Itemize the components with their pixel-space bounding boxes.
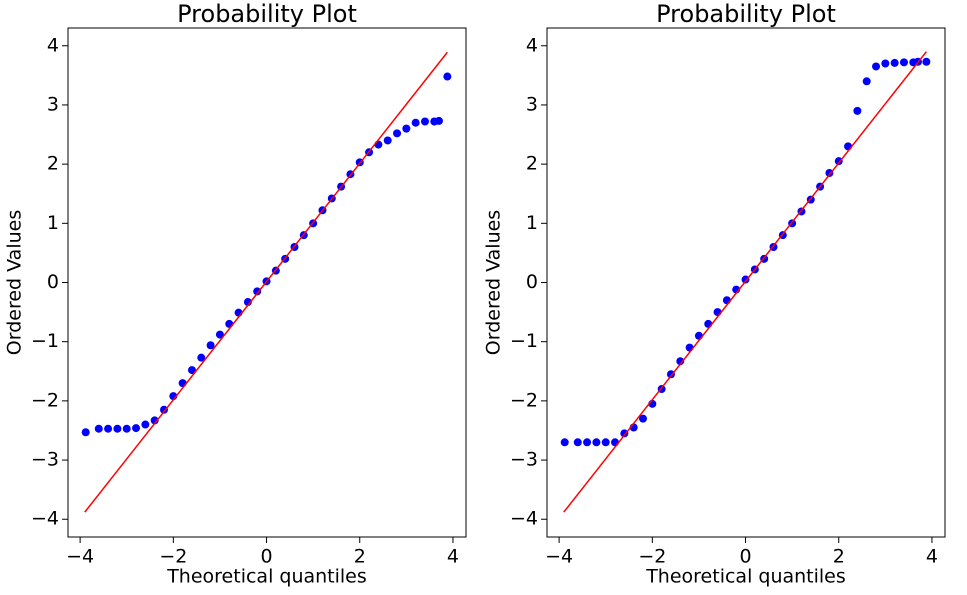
y-tick-label: −4 bbox=[31, 508, 59, 530]
point bbox=[383, 136, 392, 145]
x-axis-label: Theoretical quantiles bbox=[166, 566, 367, 588]
chart-title: Probability Plot bbox=[656, 0, 836, 28]
point bbox=[676, 357, 685, 366]
point bbox=[834, 157, 843, 166]
point bbox=[881, 59, 890, 68]
x-tick-label: 2 bbox=[354, 546, 366, 568]
y-axis-label: Ordered Values bbox=[483, 210, 505, 355]
point bbox=[393, 129, 402, 138]
point bbox=[592, 438, 601, 447]
x-axis-label: Theoretical quantiles bbox=[645, 566, 846, 588]
point bbox=[243, 298, 252, 307]
y-tick-label: 3 bbox=[47, 93, 59, 115]
x-tick-label: 2 bbox=[833, 546, 845, 568]
y-tick-label: −4 bbox=[510, 508, 538, 530]
x-tick-label: −4 bbox=[66, 546, 94, 568]
point bbox=[573, 438, 582, 447]
point bbox=[132, 424, 141, 433]
y-tick-label: 3 bbox=[526, 93, 538, 115]
point bbox=[206, 341, 215, 350]
point bbox=[601, 438, 610, 447]
point bbox=[922, 57, 931, 66]
point bbox=[411, 118, 420, 127]
point bbox=[666, 370, 675, 379]
point bbox=[104, 424, 113, 433]
x-tick-label: 0 bbox=[739, 546, 751, 568]
point bbox=[899, 58, 908, 67]
y-tick-label: 4 bbox=[526, 34, 538, 56]
point bbox=[420, 117, 429, 126]
y-tick-label: −1 bbox=[31, 330, 59, 352]
y-tick-label: 0 bbox=[526, 271, 538, 293]
point bbox=[443, 72, 452, 81]
y-tick-label: 1 bbox=[526, 212, 538, 234]
point bbox=[872, 62, 881, 71]
y-tick-label: 2 bbox=[526, 153, 538, 175]
point bbox=[639, 414, 648, 423]
y-tick-label: −2 bbox=[31, 389, 59, 411]
x-tick-label: 4 bbox=[447, 546, 459, 568]
point bbox=[890, 58, 899, 67]
x-tick-label: −2 bbox=[159, 546, 187, 568]
x-tick-label: −4 bbox=[545, 546, 573, 568]
point bbox=[215, 330, 224, 339]
point bbox=[197, 353, 206, 362]
chart-title: Probability Plot bbox=[177, 0, 357, 28]
point bbox=[187, 366, 196, 375]
y-tick-label: 2 bbox=[47, 153, 59, 175]
y-tick-label: 0 bbox=[47, 271, 59, 293]
y-tick-label: 4 bbox=[47, 34, 59, 56]
y-tick-label: −3 bbox=[31, 449, 59, 471]
x-tick-label: 0 bbox=[260, 546, 272, 568]
point bbox=[402, 124, 411, 133]
point bbox=[825, 169, 834, 178]
point bbox=[150, 416, 159, 425]
point bbox=[741, 275, 750, 284]
y-tick-label: 1 bbox=[47, 212, 59, 234]
x-tick-label: −2 bbox=[638, 546, 666, 568]
point bbox=[178, 379, 187, 388]
y-tick-label: −1 bbox=[510, 330, 538, 352]
point bbox=[141, 420, 150, 429]
point bbox=[374, 140, 383, 149]
point bbox=[560, 438, 569, 447]
point bbox=[862, 77, 871, 86]
point bbox=[122, 424, 131, 433]
y-tick-label: −3 bbox=[510, 449, 538, 471]
y-axis-label: Ordered Values bbox=[4, 210, 26, 355]
x-tick-label: 4 bbox=[926, 546, 938, 568]
point bbox=[113, 424, 122, 433]
point bbox=[853, 106, 862, 115]
point bbox=[583, 438, 592, 447]
point bbox=[620, 429, 629, 438]
point bbox=[434, 116, 443, 125]
fit-line bbox=[563, 51, 927, 513]
y-tick-label: −2 bbox=[510, 389, 538, 411]
point bbox=[81, 428, 90, 437]
point bbox=[160, 405, 169, 414]
point bbox=[225, 319, 234, 328]
point bbox=[94, 424, 103, 433]
fit-line bbox=[84, 51, 448, 513]
point bbox=[253, 287, 262, 296]
